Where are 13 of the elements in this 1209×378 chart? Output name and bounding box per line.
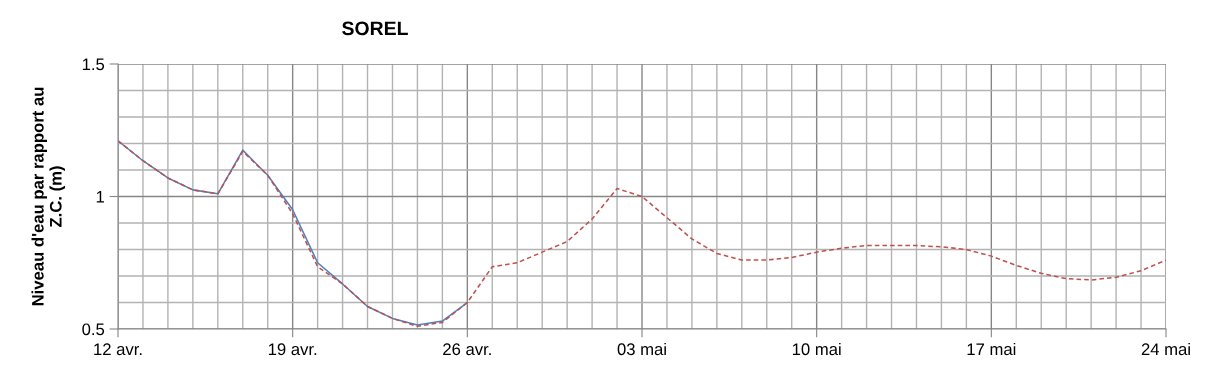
y-tick-label: 1.5 — [82, 58, 105, 71]
x-tick-label: 17 mai — [967, 342, 1016, 356]
x-tick-label: 10 mai — [792, 342, 841, 356]
x-tick-label: 12 avr. — [94, 343, 142, 356]
y-tick-label: 1 — [96, 191, 104, 203]
chart-title: SOREL — [342, 21, 408, 36]
y-axis-title: Niveau d'eau par rapport au Z.C. (m) — [31, 87, 65, 306]
x-tick-label: 26 avr. — [443, 343, 491, 356]
line-series — [118, 140, 469, 326]
x-tick-label: 03 mai — [617, 342, 666, 356]
x-tick-label: 24 mai — [1141, 342, 1190, 356]
y-tick-label: 0.5 — [82, 323, 105, 336]
x-tick-label: 19 avr. — [268, 343, 317, 356]
